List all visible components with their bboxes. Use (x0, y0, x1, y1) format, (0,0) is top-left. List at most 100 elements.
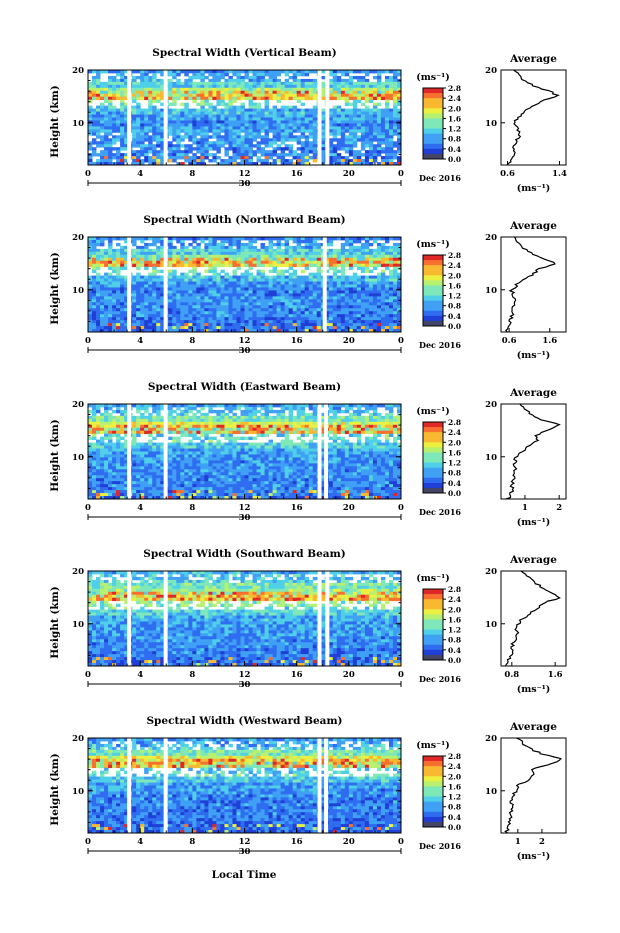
heatmap-cell (224, 115, 228, 118)
heatmap-cell (265, 261, 269, 264)
heatmap-cell (293, 249, 297, 252)
heatmap-cell (373, 302, 377, 305)
heatmap-cell (224, 118, 228, 121)
heatmap-cell (333, 97, 337, 100)
heatmap-cell (108, 407, 112, 410)
heatmap-cell (293, 261, 297, 264)
heatmap-cell (116, 290, 120, 293)
heatmap-cell (156, 314, 160, 317)
heatmap-cell (297, 120, 301, 123)
heatmap-cell (293, 123, 297, 126)
heatmap-cell (180, 311, 184, 314)
heatmap-cell (96, 287, 100, 290)
heatmap-cell (144, 118, 148, 121)
heatmap-cell (345, 97, 349, 100)
heatmap-cell (184, 323, 188, 326)
heatmap-cell (317, 326, 321, 329)
heatmap-cell (261, 120, 265, 123)
average-profile-line (506, 237, 555, 332)
heatmap-cell (249, 240, 253, 243)
heatmap-cell (249, 296, 253, 299)
heatmap-cell (249, 279, 253, 282)
heatmap-cell (220, 249, 224, 252)
heatmap-cell (192, 282, 196, 285)
heatmap-cell (393, 323, 397, 326)
heatmap-cell (168, 109, 172, 112)
heatmap-cell (265, 138, 269, 141)
heatmap-cell (349, 85, 353, 88)
heatmap-cell (301, 132, 305, 135)
heatmap-cell (108, 326, 112, 329)
heatmap-cell (361, 118, 365, 121)
heatmap-cell (240, 249, 244, 252)
heatmap-cell (212, 293, 216, 296)
heatmap-cell (369, 100, 373, 103)
heatmap-cell (92, 314, 96, 317)
heatmap-cell (337, 285, 341, 288)
heatmap-cell (281, 85, 285, 88)
heatmap-cell (224, 103, 228, 106)
heatmap-cell (365, 404, 369, 407)
heatmap-cell (345, 317, 349, 320)
heatmap-cell (333, 150, 337, 153)
heatmap-cell (309, 150, 313, 153)
heatmap-cell (265, 416, 269, 419)
heatmap-cell (269, 279, 273, 282)
heatmap-cell (277, 112, 281, 115)
heatmap-cell (232, 264, 236, 267)
heatmap-cell (168, 112, 172, 115)
heatmap-cell (313, 106, 317, 109)
heatmap-cell (337, 258, 341, 261)
heatmap-cell (253, 76, 257, 79)
heatmap-cell (236, 141, 240, 144)
heatmap-cell (212, 159, 216, 162)
heatmap-cell (168, 240, 172, 243)
heatmap-cell (377, 97, 381, 100)
heatmap-cell (389, 249, 393, 252)
heatmap-cell (385, 252, 389, 255)
heatmap-cell (216, 290, 220, 293)
heatmap-cell (104, 296, 108, 299)
heatmap-cell (168, 91, 172, 94)
heatmap-cell (236, 407, 240, 410)
heatmap-cell (228, 123, 232, 126)
heatmap-cell (240, 79, 244, 82)
heatmap-cell (108, 285, 112, 288)
heatmap-cell (381, 287, 385, 290)
heatmap-cell (357, 290, 361, 293)
heatmap-cell (337, 282, 341, 285)
heatmap-cell (120, 416, 124, 419)
heatmap-cell (224, 273, 228, 276)
heatmap-cell (345, 290, 349, 293)
heatmap-cell (309, 118, 313, 121)
heatmap-cell (265, 141, 269, 144)
heatmap-cell (293, 112, 297, 115)
heatmap-cell (289, 264, 293, 267)
heatmap-cell (305, 302, 309, 305)
heatmap-cell (240, 91, 244, 94)
heatmap-cell (297, 314, 301, 317)
heatmap-cell (240, 302, 244, 305)
heatmap-cell (180, 249, 184, 252)
heatmap-cell (345, 73, 349, 76)
heatmap-cell (212, 323, 216, 326)
heatmap-cell (357, 76, 361, 79)
heatmap-cell (341, 246, 345, 249)
heatmap-cell (281, 132, 285, 135)
heatmap-cell (236, 255, 240, 258)
heatmap-cell (357, 296, 361, 299)
heatmap-cell (277, 299, 281, 302)
colorbar-segment (423, 139, 443, 144)
heatmap-cell (265, 282, 269, 285)
heatmap-cell (208, 159, 212, 162)
heatmap-cell (293, 126, 297, 129)
heatmap-cell (249, 267, 253, 270)
heatmap-cell (369, 404, 373, 407)
heatmap-cell (232, 97, 236, 100)
heatmap-cell (293, 273, 297, 276)
heatmap-cell (204, 326, 208, 329)
heatmap-cell (140, 287, 144, 290)
heatmap-cell (172, 120, 176, 123)
heatmap-cell (393, 273, 397, 276)
heatmap-cell (389, 156, 393, 159)
